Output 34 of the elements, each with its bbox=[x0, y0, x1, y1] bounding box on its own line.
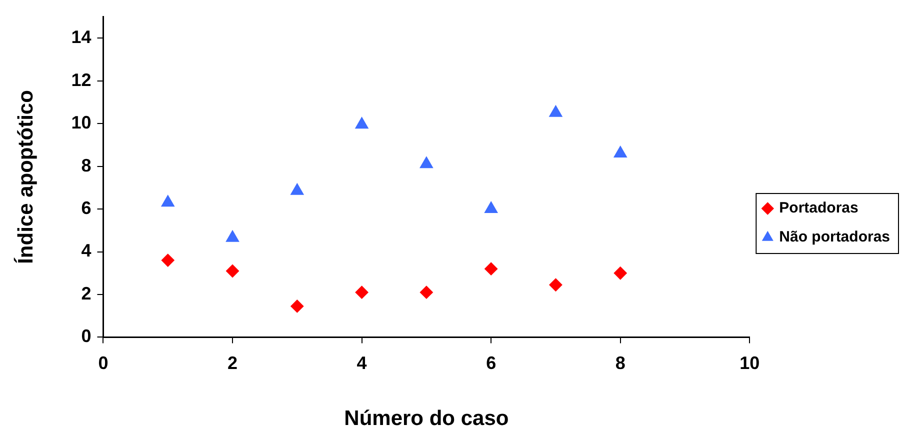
point bbox=[290, 300, 304, 313]
point bbox=[549, 105, 562, 117]
y-tick-label: 12 bbox=[71, 70, 92, 90]
point bbox=[355, 286, 368, 299]
x-tick-label: 2 bbox=[228, 352, 238, 373]
y-tick-label: 10 bbox=[71, 112, 92, 133]
point bbox=[614, 146, 627, 158]
point bbox=[226, 264, 240, 278]
point bbox=[161, 254, 174, 267]
y-tick-label: 14 bbox=[71, 27, 92, 48]
y-tick-label: 6 bbox=[81, 198, 92, 218]
y-tick-label: 2 bbox=[81, 283, 92, 304]
point bbox=[484, 262, 498, 276]
x-tick-label: 6 bbox=[486, 352, 496, 373]
x-tick-label: 10 bbox=[740, 352, 760, 373]
y-tick-label: 8 bbox=[81, 155, 92, 176]
legend-label: Não portadoras bbox=[779, 228, 890, 246]
point bbox=[549, 278, 562, 292]
y-axis-title: Índice apoptótico bbox=[13, 90, 38, 264]
x-tick-label: 8 bbox=[615, 352, 626, 373]
point bbox=[614, 266, 627, 280]
point bbox=[484, 202, 498, 214]
legend-label: Portadoras bbox=[779, 200, 858, 217]
x-tick-label: 0 bbox=[98, 352, 108, 373]
point bbox=[420, 156, 433, 168]
y-tick-label: 0 bbox=[81, 326, 92, 346]
point bbox=[226, 230, 240, 242]
point bbox=[355, 117, 368, 129]
y-tick-label: 4 bbox=[81, 240, 92, 261]
x-tick-label: 4 bbox=[356, 352, 367, 373]
point bbox=[161, 195, 174, 207]
point bbox=[420, 286, 433, 299]
x-axis-title: Número do caso bbox=[344, 407, 509, 430]
point bbox=[290, 183, 304, 195]
